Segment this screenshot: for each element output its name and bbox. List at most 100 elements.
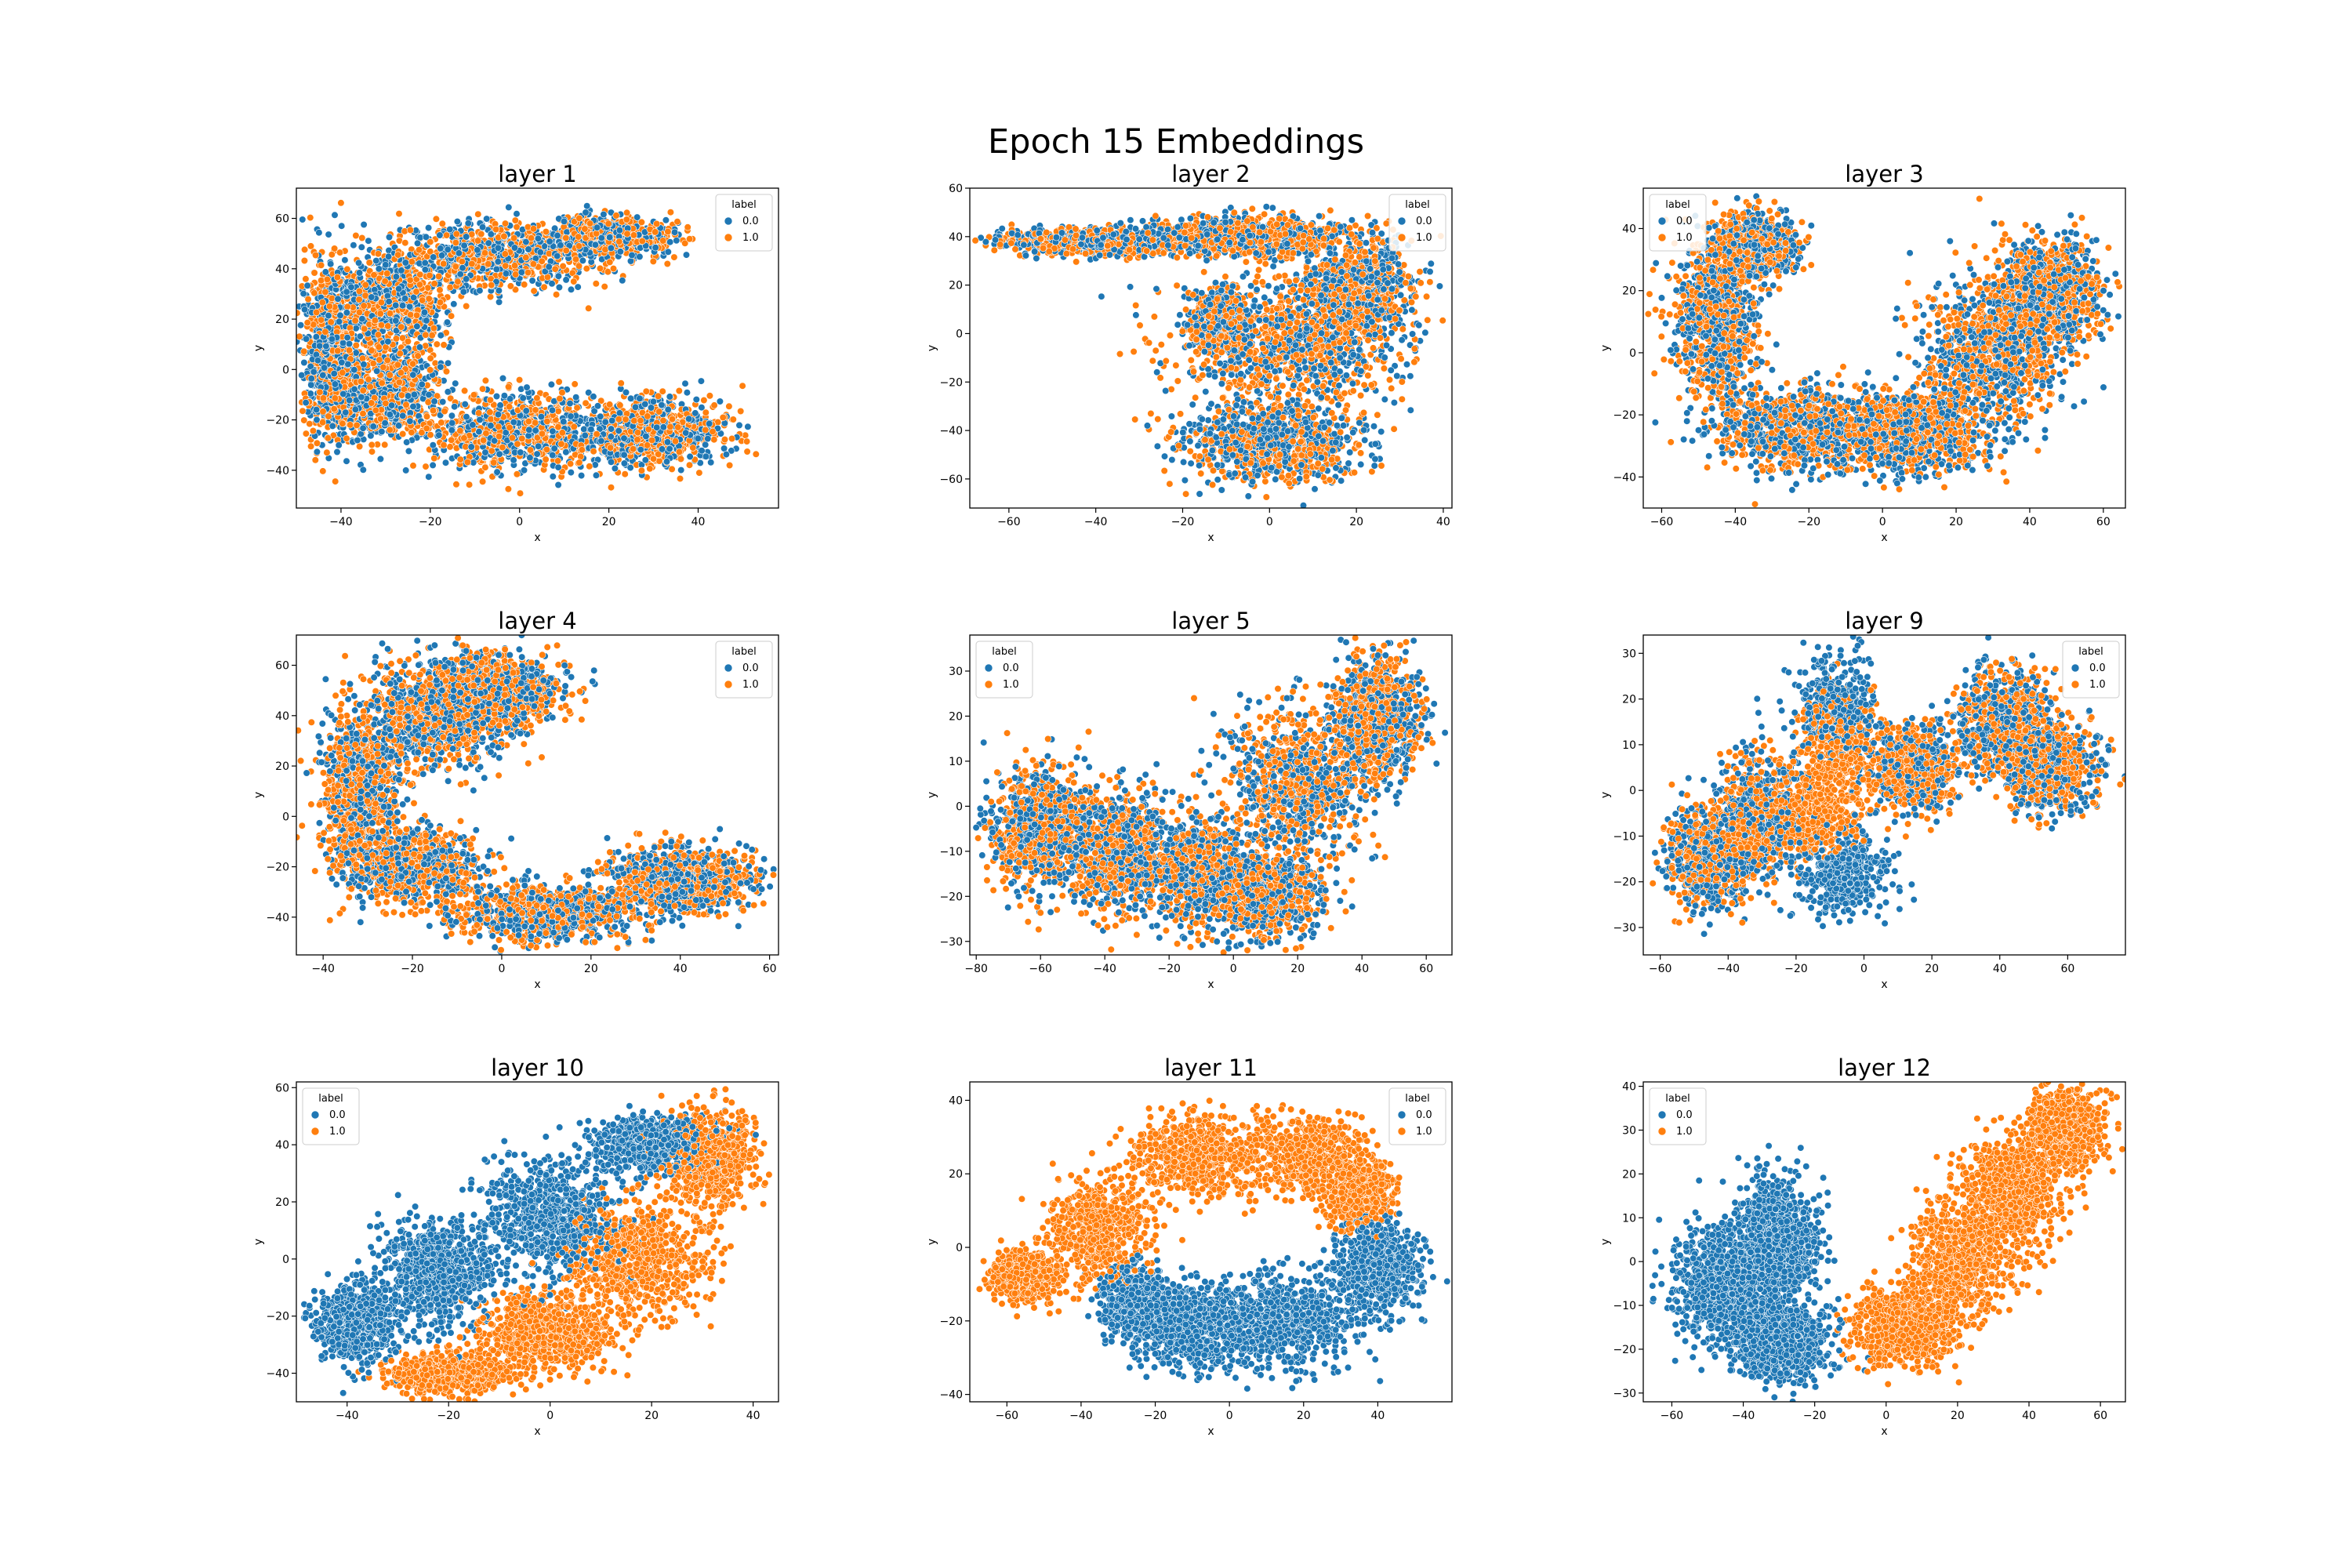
point-label-0.0 (444, 359, 452, 367)
point-label-1.0 (319, 467, 327, 475)
point-label-0.0 (664, 405, 672, 414)
point-label-1.0 (306, 419, 314, 428)
point-label-0.0 (437, 332, 445, 339)
point-label-0.0 (483, 215, 491, 223)
point-label-1.0 (422, 463, 430, 470)
point-label-1.0 (570, 278, 578, 285)
point-label-1.0 (530, 287, 538, 295)
point-label-1.0 (302, 275, 310, 283)
point-label-0.0 (698, 404, 706, 412)
subplot-layer-1: layer 1−40 −20 0 20 40−40−200204060xylabel0.… (252, 161, 779, 544)
point-label-0.0 (666, 393, 673, 401)
point-label-1.0 (465, 481, 474, 488)
point-label-1.0 (642, 387, 650, 395)
point-label-0.0 (554, 463, 562, 471)
point-label-0.0 (716, 397, 724, 405)
point-label-1.0 (575, 214, 583, 223)
point-label-1.0 (307, 214, 314, 222)
point-label-1.0 (347, 421, 354, 429)
point-label-0.0 (683, 389, 691, 397)
point-label-0.0 (577, 471, 586, 480)
point-label-0.0 (430, 397, 438, 405)
point-label-1.0 (426, 354, 434, 362)
point-label-0.0 (331, 211, 339, 219)
point-label-0.0 (664, 248, 672, 256)
point-label-0.0 (548, 280, 556, 288)
point-label-1.0 (430, 454, 438, 463)
point-label-1.0 (586, 463, 593, 470)
point-label-0.0 (421, 259, 429, 267)
point-label-1.0 (670, 253, 678, 261)
point-label-0.0 (574, 283, 582, 291)
point-label-0.0 (299, 290, 307, 298)
point-label-0.0 (670, 228, 679, 236)
point-label-1.0 (307, 442, 315, 450)
point-label-0.0 (592, 471, 601, 479)
point-label-0.0 (662, 216, 670, 224)
point-label-1.0 (436, 299, 445, 307)
point-label-1.0 (448, 436, 456, 444)
point-label-1.0 (725, 402, 733, 410)
point-label-0.0 (631, 403, 640, 411)
point-label-0.0 (636, 252, 644, 261)
point-label-0.0 (475, 427, 483, 436)
point-label-1.0 (440, 341, 448, 349)
point-label-0.0 (459, 288, 467, 296)
point-label-0.0 (307, 390, 314, 397)
point-label-0.0 (446, 226, 454, 234)
point-label-0.0 (395, 422, 403, 430)
point-label-0.0 (555, 283, 564, 292)
point-label-1.0 (668, 415, 677, 423)
point-label-1.0 (616, 401, 624, 409)
point-label-0.0 (365, 237, 372, 245)
point-label-0.0 (505, 203, 513, 212)
point-label-1.0 (446, 443, 454, 451)
point-label-0.0 (341, 256, 349, 264)
point-label-0.0 (744, 423, 752, 430)
point-label-0.0 (439, 397, 447, 406)
point-label-0.0 (409, 402, 417, 411)
point-label-0.0 (343, 457, 350, 465)
point-label-1.0 (649, 257, 657, 266)
point-label-1.0 (562, 234, 570, 242)
point-label-1.0 (486, 293, 495, 301)
point-label-1.0 (428, 332, 436, 339)
point-label-1.0 (558, 389, 566, 397)
point-label-0.0 (600, 210, 608, 219)
point-label-0.0 (450, 300, 458, 308)
point-label-0.0 (298, 372, 306, 379)
point-label-0.0 (496, 401, 504, 409)
point-label-0.0 (524, 245, 532, 253)
point-label-1.0 (374, 250, 383, 258)
point-label-0.0 (562, 276, 570, 284)
point-label-0.0 (429, 441, 437, 449)
point-label-0.0 (590, 393, 597, 401)
point-label-1.0 (501, 220, 510, 227)
point-label-1.0 (666, 209, 675, 216)
point-label-1.0 (552, 291, 561, 299)
point-label-0.0 (619, 277, 626, 285)
point-label-1.0 (436, 286, 444, 294)
point-label-1.0 (700, 396, 708, 405)
point-label-0.0 (567, 285, 575, 293)
point-label-1.0 (474, 210, 482, 218)
point-label-1.0 (442, 231, 451, 239)
point-label-1.0 (677, 455, 685, 463)
point-label-1.0 (566, 459, 575, 468)
point-label-1.0 (511, 216, 519, 224)
point-label-0.0 (303, 281, 311, 289)
point-label-1.0 (332, 477, 339, 485)
point-label-1.0 (343, 434, 350, 442)
point-label-1.0 (532, 406, 539, 414)
point-label-0.0 (707, 459, 715, 466)
point-label-0.0 (495, 298, 503, 306)
point-label-0.0 (722, 450, 731, 459)
point-label-0.0 (303, 335, 310, 343)
point-label-0.0 (649, 397, 658, 405)
point-label-0.0 (327, 260, 335, 268)
point-label-1.0 (424, 398, 432, 406)
point-label-0.0 (333, 448, 341, 456)
point-label-1.0 (365, 259, 373, 267)
point-label-1.0 (663, 260, 671, 268)
point-label-1.0 (710, 401, 718, 409)
